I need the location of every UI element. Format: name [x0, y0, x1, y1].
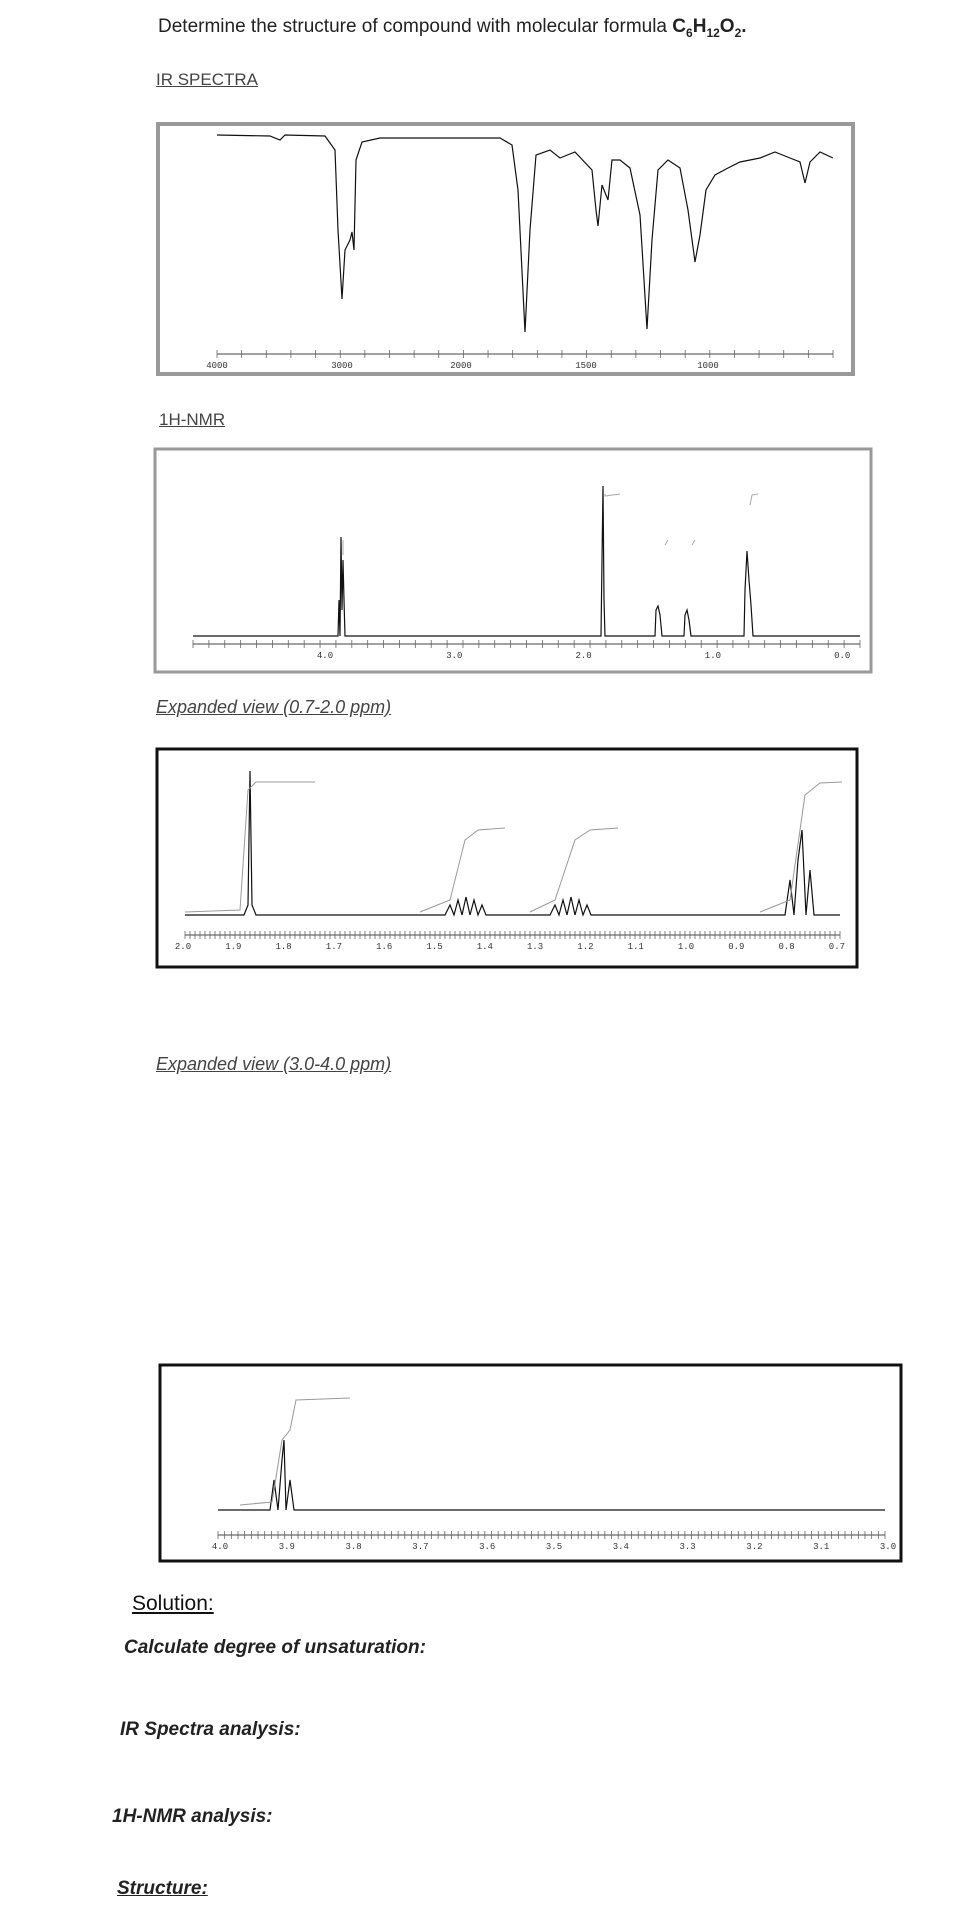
- nmr-spectrum: [193, 485, 860, 637]
- axis-label: 2.0: [175, 942, 191, 952]
- axis-label: 1.2: [577, 942, 593, 952]
- axis-label: 3.8: [345, 1542, 361, 1552]
- axis-label: 1.0: [705, 651, 721, 661]
- axis-label: 0.9: [728, 942, 744, 952]
- question-text: Determine the structure of compound with…: [158, 16, 673, 37]
- axis-label: 0.8: [778, 942, 794, 952]
- axis-label: 1.1: [628, 942, 644, 952]
- solution-item: IR Spectra analysis:: [120, 1719, 301, 1740]
- axis-label: 1.9: [225, 942, 241, 952]
- nmr-frame: [153, 447, 873, 674]
- axis-label: 2.0: [575, 651, 591, 661]
- formula-subscript: 2: [734, 25, 742, 40]
- axis-label: 3.1: [813, 1542, 829, 1552]
- solution-item: 1H-NMR analysis:: [112, 1806, 273, 1827]
- solution-heading: Solution:: [132, 1592, 214, 1615]
- nmr-heading: 1H-NMR: [159, 410, 226, 429]
- formula-element: C: [672, 16, 687, 37]
- axis-label: 4.0: [317, 651, 333, 661]
- formula-subscript: 6: [686, 25, 693, 40]
- axis-label: 3.9: [279, 1542, 295, 1552]
- formula-subscript: 12: [706, 25, 720, 40]
- axis-label: 1.7: [326, 942, 342, 952]
- axis-label: 4000: [206, 361, 228, 371]
- axis-label: 3.6: [479, 1542, 495, 1552]
- axis-label: 1500: [575, 361, 597, 371]
- axis-label: 4.0: [212, 1542, 228, 1552]
- axis-label: 2000: [450, 361, 472, 371]
- axis-label: 0.0: [834, 651, 850, 661]
- formula: C6H12O2: [672, 16, 742, 40]
- formula-element: H: [692, 16, 707, 37]
- expanded-spectrum: [218, 1439, 885, 1511]
- expanded-spectrum: [185, 770, 840, 917]
- axis-label: 3.7: [412, 1542, 428, 1552]
- question-end: .: [741, 16, 747, 37]
- axis-label: 3.0: [880, 1542, 896, 1552]
- integration: [184, 781, 843, 913]
- integration: [239, 1397, 351, 1506]
- axis-label: 3.2: [746, 1542, 762, 1552]
- axis-label: 3.3: [679, 1542, 695, 1552]
- axis-label: 1.5: [426, 942, 442, 952]
- axis-label: 1.6: [376, 942, 392, 952]
- axis-label: 3.0: [446, 651, 462, 661]
- axis-label: 1.8: [275, 942, 291, 952]
- expanded-frame: [155, 747, 859, 969]
- integration: [342, 493, 759, 555]
- axis-label: 3.4: [613, 1542, 629, 1552]
- ir-frame: [156, 122, 855, 376]
- axis-label: 3.5: [546, 1542, 562, 1552]
- solution-item: Calculate degree of unsaturation:: [124, 1637, 426, 1658]
- axis-label: 1.3: [527, 942, 543, 952]
- solution-item: Structure:: [117, 1878, 208, 1899]
- axis-label: 3000: [331, 361, 353, 371]
- ir-heading: IR SPECTRA: [156, 70, 259, 89]
- formula-element: O: [719, 16, 735, 37]
- axis-label: 1.4: [477, 942, 493, 952]
- axis-label: 1000: [697, 361, 719, 371]
- axis-label: 0.7: [829, 942, 845, 952]
- axis-label: 1.0: [678, 942, 694, 952]
- question: Determine the structure of compound with…: [158, 16, 747, 40]
- expanded-heading: Expanded view (0.7-2.0 ppm): [156, 697, 392, 717]
- expanded-heading: Expanded view (3.0-4.0 ppm): [156, 1054, 392, 1074]
- ir-spectrum: [216, 134, 834, 333]
- expanded-frame: [158, 1363, 903, 1563]
